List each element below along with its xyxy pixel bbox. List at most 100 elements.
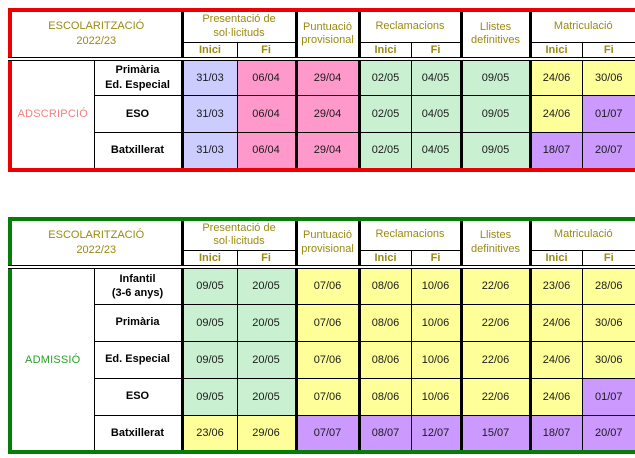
date-cell: 24/06 — [528, 95, 583, 133]
admissio-schedule-table: ESCOLARITZACIÓ 2022/23 Presentació de sol… — [8, 216, 635, 454]
date-cell: 09/05 — [180, 377, 238, 416]
date-cell: 31/03 — [180, 132, 238, 170]
date-cell: 22/06 — [459, 377, 531, 416]
date-cell: 30/06 — [581, 303, 635, 342]
date-cell: 06/04 — [236, 58, 297, 96]
column-group-header: Reclamacions — [357, 9, 462, 43]
date-cell: 07/06 — [294, 266, 360, 305]
column-group-header: Presentació de sol·licituds — [180, 218, 297, 251]
date-cell: 07/07 — [294, 414, 360, 453]
date-cell: 01/07 — [581, 377, 635, 416]
date-cell: 29/04 — [294, 58, 360, 96]
level-label: Ed. Especial — [93, 340, 183, 379]
date-cell: 07/06 — [294, 377, 360, 416]
table-row: ADSCRIPCIÓ Primària Ed. Especial 31/03 06/0… — [9, 58, 635, 170]
date-cell: 10/06 — [410, 377, 462, 416]
subcolumn-header: Inici — [180, 41, 238, 61]
column-group-header: Llistes definitives — [459, 218, 531, 269]
date-cell: 18/07 — [528, 132, 583, 170]
date-cell: 30/06 — [581, 58, 635, 96]
subcolumn-header: Inici — [180, 250, 238, 269]
date-cell: 10/06 — [410, 303, 462, 342]
table-title: ESCOLARITZACIÓ 2022/23 — [9, 218, 183, 269]
table-body: ADSCRIPCIÓ Primària Ed. Especial 31/03 06/0… — [9, 58, 635, 170]
date-cell: 18/07 — [528, 414, 583, 453]
level-label: ESO — [93, 95, 183, 133]
category-label: ADMISSIÓ — [9, 266, 95, 453]
table-header: ESCOLARITZACIÓ 2022/23 Presentació de sol… — [9, 218, 635, 269]
date-cell: 20/05 — [236, 340, 297, 379]
date-cell: 20/07 — [581, 132, 635, 170]
date-cell: 15/07 — [459, 414, 531, 453]
date-cell: 09/05 — [180, 340, 238, 379]
date-cell: 20/05 — [236, 303, 297, 342]
table-row: Batxillerat 31/03 06/04 29/04 02/05 04/05 09/0… — [10, 132, 635, 170]
date-cell: 10/06 — [410, 340, 462, 379]
level-label: Primària Ed. Especial — [93, 58, 183, 96]
subcolumn-header: Fi — [410, 250, 462, 269]
subcolumn-header: Fi — [581, 250, 635, 269]
column-group-header: Reclamacions — [357, 218, 462, 251]
date-cell: 29/04 — [294, 95, 360, 133]
date-cell: 08/06 — [357, 266, 412, 305]
date-cell: 24/06 — [528, 377, 583, 416]
table-row: Ed. Especial 09/05 20/05 07/06 08/06 10/06 22/… — [10, 340, 635, 379]
table-row: Batxillerat 23/06 29/06 07/07 08/07 12/07 15/0… — [10, 414, 635, 453]
date-cell: 09/05 — [459, 132, 531, 170]
date-cell: 04/05 — [410, 95, 462, 133]
table-row: ADMISSIÓ Infantil (3-6 anys) 09/05 20/05 07/… — [9, 266, 635, 453]
level-label: Primària — [93, 303, 183, 342]
date-cell: 22/06 — [459, 340, 531, 379]
date-cell: 01/07 — [581, 95, 635, 133]
date-cell: 02/05 — [357, 95, 412, 133]
date-cell: 28/06 — [581, 266, 635, 305]
date-cell: 09/05 — [459, 95, 531, 133]
date-cell: 09/05 — [459, 58, 531, 96]
date-cell: 10/06 — [410, 266, 462, 305]
subcolumn-header: Fi — [581, 41, 635, 61]
subcolumn-header: Inici — [357, 250, 412, 269]
column-group-header: Matriculació — [528, 218, 635, 251]
table-title: ESCOLARITZACIÓ 2022/23 — [9, 9, 183, 61]
date-cell: 24/06 — [528, 303, 583, 342]
date-cell: 06/04 — [236, 132, 297, 170]
level-label: Infantil (3-6 anys) — [93, 266, 183, 305]
table-row: ESO 31/03 06/04 29/04 02/05 04/05 09/05 24/06 01… — [10, 95, 635, 133]
date-cell: 22/06 — [459, 303, 531, 342]
date-cell: 23/06 — [528, 266, 583, 305]
date-cell: 02/05 — [357, 58, 412, 96]
subcolumn-header: Fi — [236, 250, 297, 269]
date-cell: 07/06 — [294, 303, 360, 342]
subcolumn-header: Inici — [357, 41, 412, 61]
date-cell: 08/06 — [357, 303, 412, 342]
subcolumn-header: Inici — [528, 41, 583, 61]
column-group-header: Puntuació provisional — [294, 9, 360, 61]
date-cell: 20/07 — [581, 414, 635, 453]
date-cell: 30/06 — [581, 340, 635, 379]
date-cell: 08/07 — [357, 414, 412, 453]
date-cell: 22/06 — [459, 266, 531, 305]
column-group-header: Matriculació — [528, 9, 635, 43]
date-cell: 04/05 — [410, 58, 462, 96]
date-cell: 07/06 — [294, 340, 360, 379]
date-cell: 20/05 — [236, 266, 297, 305]
date-cell: 31/03 — [180, 95, 238, 133]
adscripcio-schedule-table: ESCOLARITZACIÓ 2022/23 Presentació de sol… — [8, 8, 635, 172]
subcolumn-header: Fi — [236, 41, 297, 61]
date-cell: 29/06 — [236, 414, 297, 453]
date-cell: 08/06 — [357, 340, 412, 379]
date-cell: 02/05 — [357, 132, 412, 170]
date-cell: 23/06 — [180, 414, 238, 453]
column-group-header: Puntuació provisional — [294, 218, 360, 269]
level-label: ESO — [93, 377, 183, 416]
date-cell: 24/06 — [528, 340, 583, 379]
date-cell: 12/07 — [410, 414, 462, 453]
date-cell: 04/05 — [410, 132, 462, 170]
date-cell: 06/04 — [236, 95, 297, 133]
date-cell: 29/04 — [294, 132, 360, 170]
date-cell: 24/06 — [528, 58, 583, 96]
column-group-header: Presentació de sol·licituds — [180, 9, 297, 43]
date-cell: 09/05 — [180, 303, 238, 342]
table-row: ESO 09/05 20/05 07/06 08/06 10/06 22/06 24/06 01… — [10, 377, 635, 416]
